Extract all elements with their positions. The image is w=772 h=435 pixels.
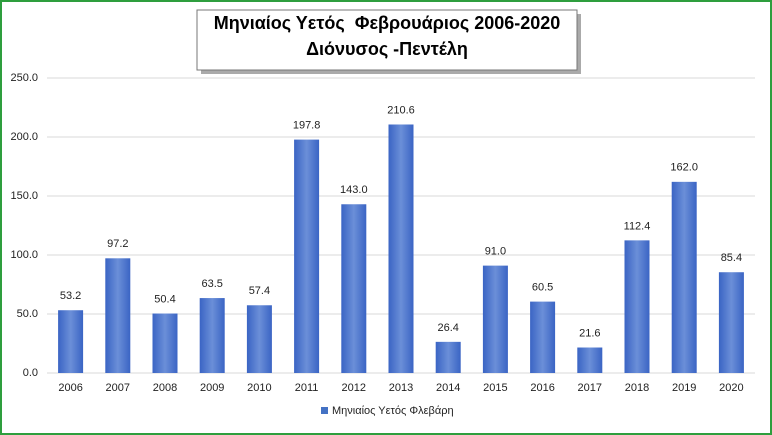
x-tick-label: 2020	[719, 382, 743, 394]
bar	[624, 240, 650, 373]
x-tick-label: 2015	[483, 382, 507, 394]
legend-label: Μηνιαίος Υετός Φλεβάρη	[332, 405, 454, 417]
data-label: 53.2	[60, 290, 81, 302]
data-label: 57.4	[249, 285, 270, 297]
x-tick-label: 2019	[672, 382, 696, 394]
chart-title: Μηνιαίος Υετός Φεβρουάριος 2006-2020	[214, 13, 561, 33]
bar	[577, 347, 603, 373]
data-label: 26.4	[437, 322, 458, 334]
x-tick-label: 2018	[625, 382, 649, 394]
bar	[58, 310, 84, 373]
data-label: 60.5	[532, 282, 553, 294]
data-label: 197.8	[293, 120, 321, 132]
x-tick-label: 2014	[436, 382, 460, 394]
data-label: 21.6	[579, 327, 600, 339]
data-label: 97.2	[107, 238, 128, 250]
data-label: 143.0	[340, 184, 368, 196]
chart-subtitle: Διόνυσος -Πεντέλη	[306, 39, 468, 59]
title-box	[196, 9, 578, 71]
y-tick-label: 100.0	[10, 249, 38, 261]
legend-swatch	[321, 407, 328, 414]
bar	[246, 305, 272, 373]
bar	[105, 258, 131, 373]
x-tick-label: 2010	[247, 382, 271, 394]
data-label: 91.0	[485, 246, 506, 258]
bar	[671, 181, 697, 373]
data-label: 50.4	[154, 293, 175, 305]
bar	[152, 313, 178, 373]
data-label: 162.0	[670, 162, 698, 174]
x-tick-label: 2017	[578, 382, 602, 394]
x-tick-label: 2012	[342, 382, 366, 394]
x-tick-label: 2007	[106, 382, 130, 394]
y-tick-label: 50.0	[17, 308, 38, 320]
y-tick-label: 200.0	[10, 131, 38, 143]
y-tick-label: 250.0	[10, 72, 38, 84]
x-tick-label: 2013	[389, 382, 413, 394]
data-label: 63.5	[201, 278, 222, 290]
bar	[435, 341, 461, 373]
x-tick-label: 2016	[530, 382, 554, 394]
bar	[294, 139, 320, 373]
bar	[718, 272, 744, 373]
bar	[388, 124, 414, 373]
bar	[482, 265, 508, 373]
data-label: 85.4	[721, 252, 742, 264]
y-tick-label: 150.0	[10, 190, 38, 202]
x-tick-label: 2006	[58, 382, 82, 394]
bar	[341, 204, 367, 373]
y-tick-label: 0.0	[23, 367, 38, 379]
bar	[199, 298, 225, 373]
data-label: 210.6	[387, 104, 415, 116]
data-label: 112.4	[624, 220, 651, 232]
x-tick-label: 2008	[153, 382, 177, 394]
bar	[530, 301, 556, 373]
x-tick-label: 2009	[200, 382, 224, 394]
x-tick-label: 2011	[295, 382, 319, 394]
